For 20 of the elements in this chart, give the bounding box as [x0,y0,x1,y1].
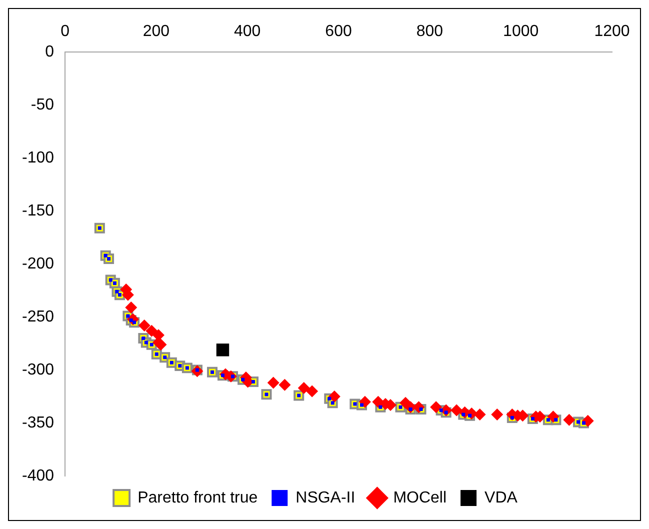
x-tick-label: 200 [142,23,170,40]
legend-label: VDA [484,489,518,506]
y-tick-label: -350 [22,414,54,432]
legend-label: NSGA-II [296,489,356,506]
x-tick-label: 1200 [594,23,630,40]
y-tick-label: -200 [22,256,54,273]
x-tick-label: 0 [60,23,70,40]
x-tick-label: 800 [416,23,444,40]
y-tick-label: -100 [22,150,54,167]
x-tick-label: 1000 [503,23,539,40]
y-tick-label: -300 [22,361,54,378]
y-tick-label: -50 [30,96,54,114]
legend-label: MOCell [393,489,447,506]
y-tick-label: -250 [22,308,54,326]
legend-label: Paretto front true [138,489,258,506]
x-tick-label: 400 [234,23,261,40]
y-tick-label: -400 [22,467,54,484]
y-tick-label: 0 [45,44,54,61]
y-tick-label: -150 [22,202,54,220]
x-tick-label: 600 [325,23,352,40]
